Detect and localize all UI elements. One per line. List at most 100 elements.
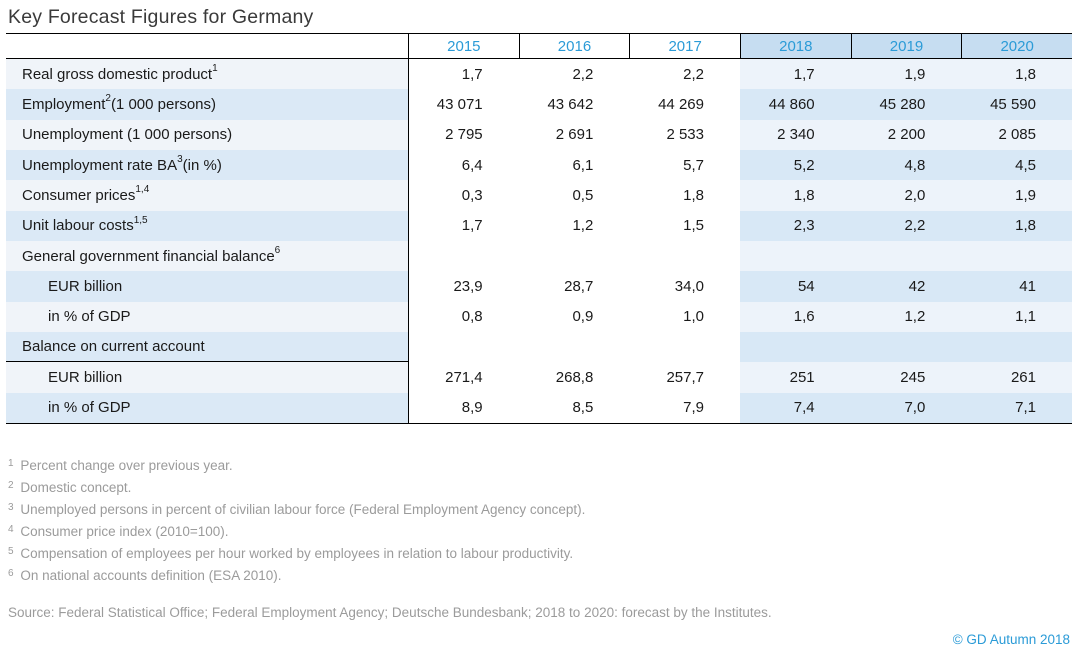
value-cell: 0,5	[518, 180, 630, 211]
value-cell: 23,9	[408, 271, 519, 302]
value-cell	[850, 240, 962, 272]
value-cell: 1,6	[739, 301, 851, 332]
value-cell: 1,8	[739, 180, 851, 211]
value-cell: 6,4	[408, 149, 519, 181]
header-spacer-cell	[6, 34, 408, 58]
value-cell: 34,0	[629, 271, 740, 302]
value-cell: 0,9	[518, 301, 630, 332]
value-cell: 2 200	[850, 119, 962, 150]
footnote-marker: 5	[8, 545, 14, 557]
value-cell: 2 085	[961, 119, 1072, 150]
value-cell: 1,2	[518, 210, 630, 241]
table-row: Employment 2 (1 000 persons) 43 071 43 642 4…	[6, 89, 1072, 120]
value-cell: 0,8	[408, 301, 519, 332]
table-row: General government financial balance 6	[6, 240, 1072, 272]
value-cell	[629, 240, 740, 272]
value-cell: 44 860	[739, 89, 851, 120]
value-cell: 1,8	[961, 59, 1072, 90]
value-cell: 2 795	[408, 119, 519, 150]
table-row: in % of GDP 8,9 8,5 7,9 7,4 7,0 7,1	[6, 392, 1072, 423]
table-row: Balance on current account	[6, 331, 1072, 363]
value-cell: 257,7	[629, 362, 740, 393]
value-cell: 4,8	[850, 149, 962, 181]
value-cell	[739, 240, 851, 272]
column-header-2018: 2018	[739, 34, 851, 58]
value-cell: 1,1	[961, 301, 1072, 332]
value-cell: 0,3	[408, 180, 519, 211]
row-label: Employment 2 (1 000 persons)	[6, 89, 408, 120]
value-cell	[518, 240, 630, 272]
value-cell	[739, 331, 851, 363]
value-cell: 2,3	[739, 210, 851, 241]
page-title: Key Forecast Figures for Germany	[8, 6, 314, 28]
value-cell: 41	[961, 271, 1072, 302]
value-cell: 1,9	[961, 180, 1072, 211]
value-cell: 1,8	[961, 210, 1072, 241]
value-cell: 1,7	[408, 59, 519, 90]
value-cell: 2 533	[629, 119, 740, 150]
footnote-marker: 3	[8, 501, 14, 513]
forecast-table: 2015 2016 2017 2018 2019 2020 Real gross dome…	[6, 33, 1072, 424]
column-header-2017: 2017	[629, 34, 740, 58]
value-cell: 8,5	[518, 392, 630, 423]
value-cell: 8,9	[408, 392, 519, 423]
value-cell: 44 269	[629, 89, 740, 120]
row-label: Real gross domestic product 1	[6, 59, 408, 90]
value-cell	[961, 331, 1072, 363]
value-cell: 1,7	[408, 210, 519, 241]
value-cell: 251	[739, 362, 851, 393]
row-label: Balance on current account	[6, 331, 408, 363]
value-cell: 2,2	[518, 59, 630, 90]
table-body: Real gross domestic product 1 1,7 2,2 2,2 1,7…	[6, 59, 1072, 423]
value-cell: 43 642	[518, 89, 630, 120]
row-label: in % of GDP	[6, 301, 408, 332]
value-cell: 268,8	[518, 362, 630, 393]
value-cell: 5,2	[739, 149, 851, 181]
value-cell: 245	[850, 362, 962, 393]
table-row: EUR billion 23,9 28,7 34,0 54 42 41	[6, 271, 1072, 302]
value-cell: 43 071	[408, 89, 519, 120]
footnote-marker: 6	[8, 567, 14, 579]
value-cell: 1,9	[850, 59, 962, 90]
row-label: Unit labour costs 1,5	[6, 210, 408, 241]
value-cell: 45 280	[850, 89, 962, 120]
row-label: Unemployment rate BA 3 (in %)	[6, 149, 408, 181]
column-header-2019: 2019	[850, 34, 962, 58]
value-cell: 2,2	[629, 59, 740, 90]
value-cell: 1,0	[629, 301, 740, 332]
footnote-marker: 4	[8, 523, 14, 535]
row-label: General government financial balance 6	[6, 240, 408, 272]
value-cell: 2 691	[518, 119, 630, 150]
row-label: Consumer prices 1,4	[6, 180, 408, 211]
row-label: EUR billion	[6, 271, 408, 302]
value-cell: 2,2	[850, 210, 962, 241]
column-header-2020: 2020	[961, 34, 1072, 58]
value-cell: 5,7	[629, 149, 740, 181]
value-cell: 6,1	[518, 149, 630, 181]
footnote: 5 Compensation of employees per hour wor…	[8, 545, 574, 561]
value-cell	[408, 240, 519, 272]
value-cell: 42	[850, 271, 962, 302]
value-cell: 261	[961, 362, 1072, 393]
value-cell: 1,2	[850, 301, 962, 332]
value-cell: 2 340	[739, 119, 851, 150]
value-cell: 7,9	[629, 392, 740, 423]
source-text: Source: Federal Statistical Office; Fede…	[8, 604, 772, 620]
footnote: 1 Percent change over previous year.	[8, 457, 233, 473]
row-label: EUR billion	[6, 362, 408, 393]
footnote: 6 On national accounts definition (ESA 2…	[8, 567, 282, 583]
table-row: Real gross domestic product 1 1,7 2,2 2,2 1,7…	[6, 59, 1072, 90]
footnote: 2 Domestic concept.	[8, 479, 132, 495]
value-cell: 45 590	[961, 89, 1072, 120]
column-header-2016: 2016	[518, 34, 630, 58]
value-cell: 2,0	[850, 180, 962, 211]
footnote-marker: 2	[8, 479, 14, 491]
footnote: 4 Consumer price index (2010=100).	[8, 523, 229, 539]
row-label: in % of GDP	[6, 392, 408, 423]
value-cell: 4,5	[961, 149, 1072, 181]
table-row: Unit labour costs 1,5 1,7 1,2 1,5 2,3 2,2 1,8	[6, 210, 1072, 241]
table-row: Unemployment (1 000 persons) 2 795 2 691 2 …	[6, 119, 1072, 150]
value-cell	[850, 331, 962, 363]
value-cell: 7,1	[961, 392, 1072, 423]
table-row: EUR billion 271,4 268,8 257,7 251 245 261	[6, 362, 1072, 393]
